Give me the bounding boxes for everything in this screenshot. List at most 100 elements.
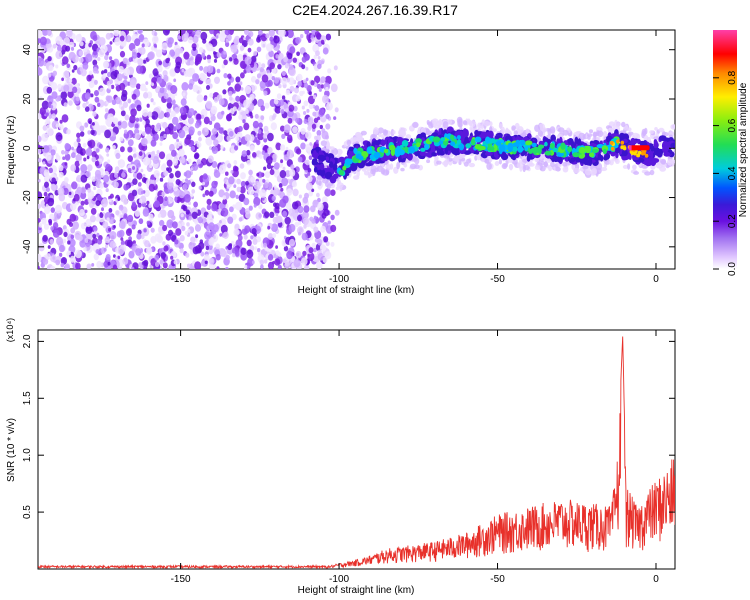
heatmap-noise-cell [126,239,133,248]
heatmap-noise-cell [221,110,225,115]
heatmap-noise-cell [156,235,163,244]
heatmap-noise-cell [286,30,294,39]
heatmap-ridge-core [480,152,486,158]
heatmap-noise-cell [194,224,202,232]
heatmap-noise-cell [305,143,312,152]
heatmap-noise-cell [273,185,277,189]
heatmap-noise-cell [80,200,85,206]
heatmap-noise-cell [50,82,58,91]
heatmap-noise-cell [285,202,292,210]
heatmap-noise-cell [42,161,46,165]
heatmap-noise-cell [103,260,109,268]
heatmap-noise-cell [112,117,119,125]
heatmap-noise-cell [208,190,214,197]
heatmap-noise-cell [201,74,207,82]
heatmap-noise-cell [187,263,191,268]
heatmap-x-tick-label: -150 [171,274,191,285]
heatmap-noise-cell [303,111,307,115]
heatmap-noise-cell [307,116,314,124]
heatmap-noise-cell [261,74,269,83]
heatmap-noise-cell [131,224,136,230]
heatmap-noise-cell [161,191,166,197]
heatmap-noise-cell [74,92,79,97]
heatmap-noise-cell [253,50,258,56]
heatmap-noise-cell [211,134,216,141]
heatmap-noise-cell [112,145,116,150]
heatmap-noise-cell [91,43,99,52]
heatmap-noise-cell [268,50,274,58]
heatmap-noise-cell [125,228,132,236]
heatmap-noise-cell [75,154,82,162]
heatmap-ridge-core [588,157,593,167]
heatmap-noise-cell [207,155,214,163]
heatmap-noise-cell [295,117,300,123]
heatmap-noise-cell [133,153,137,158]
heatmap-noise-cell [302,250,307,257]
heatmap-noise-cell [118,204,124,211]
heatmap-noise-cell [79,57,84,63]
heatmap-noise-cell [263,166,267,171]
heatmap-ridge-bright [584,145,592,154]
heatmap-noise-cell [167,123,174,131]
heatmap-noise-cell [162,224,168,232]
heatmap-noise-cell [131,93,137,100]
heatmap-noise-cell [89,215,96,223]
heatmap-ridge-core [570,157,575,162]
heatmap-noise-cell [222,231,229,239]
heatmap-noise-cell [325,241,330,247]
heatmap-ridge-halo [519,166,523,172]
heatmap-ridge-bright [525,140,533,146]
heatmap-noise-cell [115,210,120,216]
heatmap-ridge-halo [667,158,673,166]
heatmap-noise-cell [211,106,215,111]
heatmap-ridge-bright [524,145,529,151]
heatmap-noise-cell [230,44,238,53]
heatmap-noise-cell [213,58,218,63]
heatmap-noise-cell [146,200,150,205]
heatmap-noise-cell [289,85,295,92]
heatmap-noise-cell [68,100,73,106]
heatmap-noise-cell [244,85,252,95]
heatmap-noise-cell [151,35,159,44]
heatmap-noise-cell [268,30,275,37]
heatmap-noise-cell [233,37,240,45]
heatmap-noise-cell [206,65,214,74]
heatmap-noise-cell [47,197,55,207]
heatmap-noise-cell [275,250,280,256]
heatmap-noise-cell [152,68,159,77]
heatmap-noise-cell [160,252,166,259]
heatmap-ridge-bright [450,141,456,147]
heatmap-noise-cell [134,132,141,140]
heatmap-noise-cell [301,105,305,110]
heatmap-noise-cell [187,117,194,125]
heatmap-noise-cell [275,245,278,249]
heatmap-noise-cell [235,251,240,257]
heatmap-noise-cell [311,242,316,249]
heatmap-noise-cell [280,125,285,132]
heatmap-noise-cell [57,187,65,196]
heatmap-ridge-bright [465,143,471,149]
heatmap-noise-cell [131,166,136,170]
heatmap-noise-cell [264,102,270,109]
heatmap-noise-cell [150,124,156,131]
heatmap-ridge-core [318,150,323,156]
heatmap-noise-cell [204,231,211,240]
heatmap-ridge-halo [343,141,348,148]
heatmap-noise-cell [165,153,173,163]
heatmap-noise-cell [92,67,98,74]
heatmap-noise-cell [228,130,234,137]
heatmap-noise-cell [173,78,177,83]
heatmap-noise-cell [38,203,41,209]
heatmap-noise-cell [247,186,255,196]
heatmap-noise-cell [150,174,155,181]
heatmap-noise-cell [118,229,125,238]
heatmap-noise-cell [74,249,82,259]
heatmap-noise-cell [203,116,210,125]
heatmap-noise-cell [305,182,313,191]
heatmap-noise-cell [327,220,331,225]
heatmap-noise-cell [311,188,315,193]
heatmap-noise-cell [296,51,300,57]
heatmap-noise-cell [100,173,105,178]
heatmap-ridge-core [366,162,373,167]
heatmap-noise-cell [162,262,168,269]
